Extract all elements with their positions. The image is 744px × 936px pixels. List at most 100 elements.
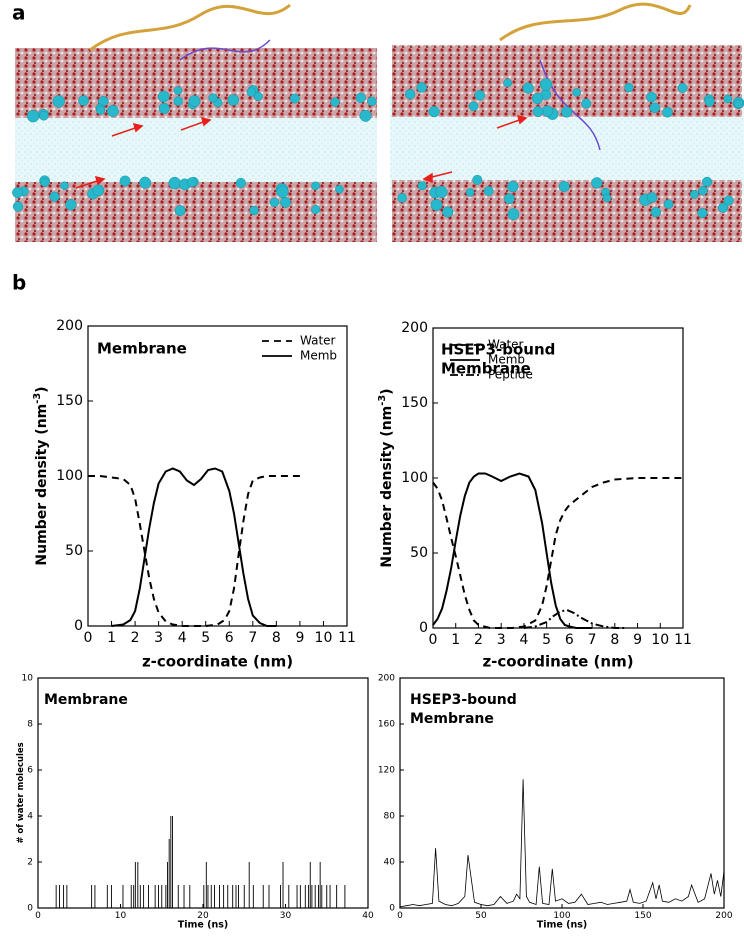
y-tick-label: 200 — [56, 318, 83, 334]
x-axis-label: z-coordinate (nm) — [142, 653, 293, 671]
chart-title: Membrane — [410, 711, 494, 727]
head-group — [442, 206, 454, 218]
x-tick-label: 7 — [588, 632, 597, 648]
y-tick-label: 0 — [27, 904, 33, 914]
head-group — [704, 96, 715, 107]
x-tick-label: 0 — [84, 630, 93, 646]
head-group — [173, 86, 183, 96]
head-group — [52, 95, 65, 108]
legend-label: Peptide — [488, 368, 533, 382]
head-group — [697, 208, 708, 219]
y-tick-label: 100 — [56, 468, 83, 484]
head-group — [311, 204, 321, 215]
chart-title: Membrane — [44, 692, 128, 708]
head-group — [174, 205, 186, 216]
y-tick-label: 120 — [378, 766, 395, 776]
x-tick-label: 11 — [338, 630, 356, 646]
legend-label: Water — [488, 338, 524, 352]
head-group — [367, 96, 377, 107]
data-line — [111, 467, 277, 627]
head-group — [723, 195, 734, 206]
head-group — [173, 96, 183, 106]
y-axis-label-part: -3 — [377, 395, 388, 406]
y-tick-label: 40 — [384, 858, 396, 868]
head-group — [472, 174, 483, 185]
head-group — [157, 90, 170, 103]
y-tick-label: 2 — [27, 858, 33, 868]
chart-title: Membrane — [97, 340, 187, 358]
head-group — [698, 186, 708, 196]
y-tick-label: 0 — [74, 618, 83, 634]
x-tick-label: 20 — [197, 911, 209, 921]
head-group — [311, 181, 320, 191]
x-tick-label: 2 — [474, 632, 483, 648]
head-group — [397, 193, 407, 203]
x-tick-label: 9 — [633, 632, 642, 648]
simulation-snapshots — [12, 2, 744, 242]
head-group — [106, 105, 119, 117]
x-tick-label: 150 — [634, 911, 651, 921]
y-tick-label: 80 — [384, 812, 396, 822]
y-tick-label: 200 — [401, 320, 428, 336]
head-group — [474, 89, 485, 101]
peptide — [89, 3, 291, 52]
x-tick-label: 8 — [272, 630, 281, 646]
head-group — [723, 94, 733, 104]
head-group — [649, 102, 660, 114]
head-group — [558, 181, 570, 193]
y-tick-label: 100 — [401, 470, 428, 486]
panel-label: b — [12, 271, 26, 295]
head-group — [532, 106, 544, 117]
data-line — [432, 477, 683, 629]
data-line — [523, 608, 627, 629]
head-group — [12, 187, 23, 199]
head-group — [26, 109, 40, 123]
head-group — [208, 93, 218, 103]
y-tick-label: 10 — [22, 674, 34, 684]
head-group — [276, 185, 289, 198]
head-group — [12, 201, 24, 212]
legend-label: Memb — [488, 353, 525, 367]
x-tick-label: 11 — [674, 632, 692, 648]
x-tick-label: 200 — [715, 911, 732, 921]
arrows — [75, 114, 528, 189]
head-group — [483, 186, 494, 196]
plot-frame — [87, 325, 348, 627]
head-group — [158, 102, 170, 114]
x-tick-label: 30 — [280, 911, 292, 921]
x-axis-label: z-coordinate (nm) — [482, 653, 633, 671]
head-group — [359, 109, 372, 122]
panel-label: a — [12, 1, 26, 25]
head-group — [188, 95, 201, 108]
x-tick-label: 7 — [248, 630, 257, 646]
head-group — [235, 177, 246, 189]
head-group — [60, 181, 69, 191]
head-group — [246, 87, 257, 97]
data-line — [432, 472, 593, 629]
peptide-sidechains — [179, 39, 271, 61]
head-group — [428, 106, 440, 118]
head-group — [662, 106, 673, 118]
head-group — [663, 199, 674, 209]
head-group — [269, 197, 280, 208]
head-group — [335, 184, 344, 194]
head-group — [96, 105, 106, 115]
head-group — [504, 193, 515, 204]
head-group — [503, 78, 513, 88]
head-group — [249, 205, 259, 216]
head-group — [430, 199, 443, 211]
y-tick-label: 0 — [389, 904, 395, 914]
head-group — [78, 95, 89, 106]
head-group — [650, 207, 662, 218]
chart-title: HSEP3-bound — [410, 692, 517, 708]
head-group — [468, 101, 479, 112]
lower-leaflet — [15, 182, 377, 242]
x-tick-label: 5 — [201, 630, 210, 646]
head-group — [718, 202, 729, 213]
x-tick-label: 50 — [475, 911, 487, 921]
head-group — [227, 94, 240, 106]
x-tick-label: 6 — [225, 630, 234, 646]
head-group — [541, 105, 554, 117]
head-group — [560, 106, 573, 118]
head-group — [139, 176, 152, 189]
